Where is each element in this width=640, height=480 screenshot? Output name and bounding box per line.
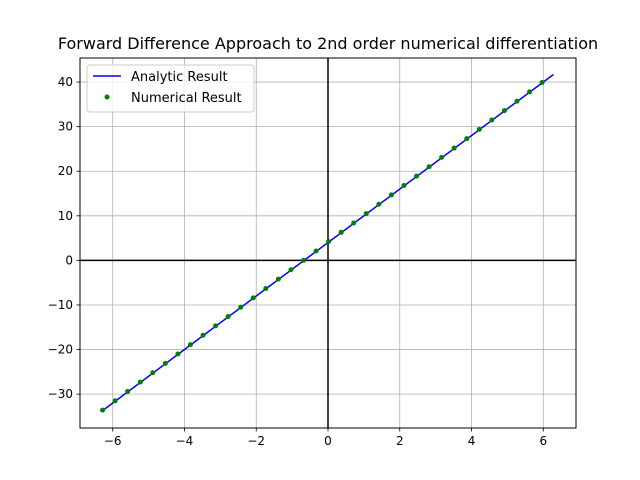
numerical-result-point	[464, 136, 470, 142]
legend-numerical-swatch	[104, 94, 110, 100]
numerical-result-point	[489, 117, 495, 123]
numerical-result-point	[288, 267, 294, 273]
y-tick-label: −10	[48, 298, 73, 312]
numerical-result-point	[351, 220, 357, 226]
y-tick-label: 0	[65, 253, 73, 267]
y-tick-label: 40	[58, 75, 73, 89]
x-tick-label: 2	[396, 434, 404, 448]
numerical-result-point	[162, 360, 168, 366]
y-tick-label: −30	[48, 387, 73, 401]
numerical-result-point	[476, 126, 482, 132]
y-tick-label: 10	[58, 209, 73, 223]
x-tick-label: −4	[176, 434, 194, 448]
x-tick-label: 6	[539, 434, 547, 448]
numerical-result-point	[414, 173, 420, 179]
numerical-result-point	[200, 332, 206, 338]
numerical-result-point	[100, 407, 106, 413]
x-tick-label: 0	[324, 434, 332, 448]
numerical-result-point	[451, 145, 457, 151]
numerical-result-point	[175, 351, 181, 357]
numerical-result-point	[426, 164, 432, 170]
numerical-result-point	[313, 248, 319, 254]
y-tick-label: 30	[58, 120, 73, 134]
numerical-result-point	[275, 276, 281, 282]
numerical-result-point	[514, 98, 520, 104]
numerical-result-point	[125, 388, 131, 394]
numerical-result-point	[388, 192, 394, 198]
numerical-result-point	[225, 314, 231, 320]
numerical-result-point	[137, 379, 143, 385]
y-tick-label: 20	[58, 164, 73, 178]
numerical-result-point	[326, 239, 332, 245]
numerical-result-point	[401, 182, 407, 188]
numerical-result-point	[213, 323, 219, 329]
legend: Analytic Result Numerical Result	[86, 64, 255, 113]
legend-box	[86, 64, 255, 113]
x-tick-label: −6	[104, 434, 122, 448]
numerical-result-point	[150, 370, 156, 376]
numerical-result-point	[187, 342, 193, 348]
numerical-result-point	[376, 201, 382, 207]
numerical-result-point	[363, 211, 369, 217]
y-tick-label: −20	[48, 343, 73, 357]
plot-series	[100, 73, 554, 413]
numerical-result-point	[338, 229, 344, 235]
legend-analytic-label: Analytic Result	[131, 70, 228, 85]
numerical-result-point	[527, 89, 533, 95]
legend-numerical-label: Numerical Result	[131, 91, 242, 106]
numerical-result-point	[250, 295, 256, 301]
numerical-result-point	[501, 108, 507, 114]
chart-title: Forward Difference Approach to 2nd order…	[58, 34, 598, 53]
numerical-result-point	[539, 80, 545, 86]
numerical-result-point	[263, 285, 269, 291]
numerical-result-point	[300, 257, 306, 263]
x-tick-label: 4	[468, 434, 476, 448]
numerical-result-point	[439, 154, 445, 160]
x-tick-label: −2	[247, 434, 265, 448]
numerical-result-point	[238, 304, 244, 310]
numerical-result-point	[112, 398, 118, 404]
